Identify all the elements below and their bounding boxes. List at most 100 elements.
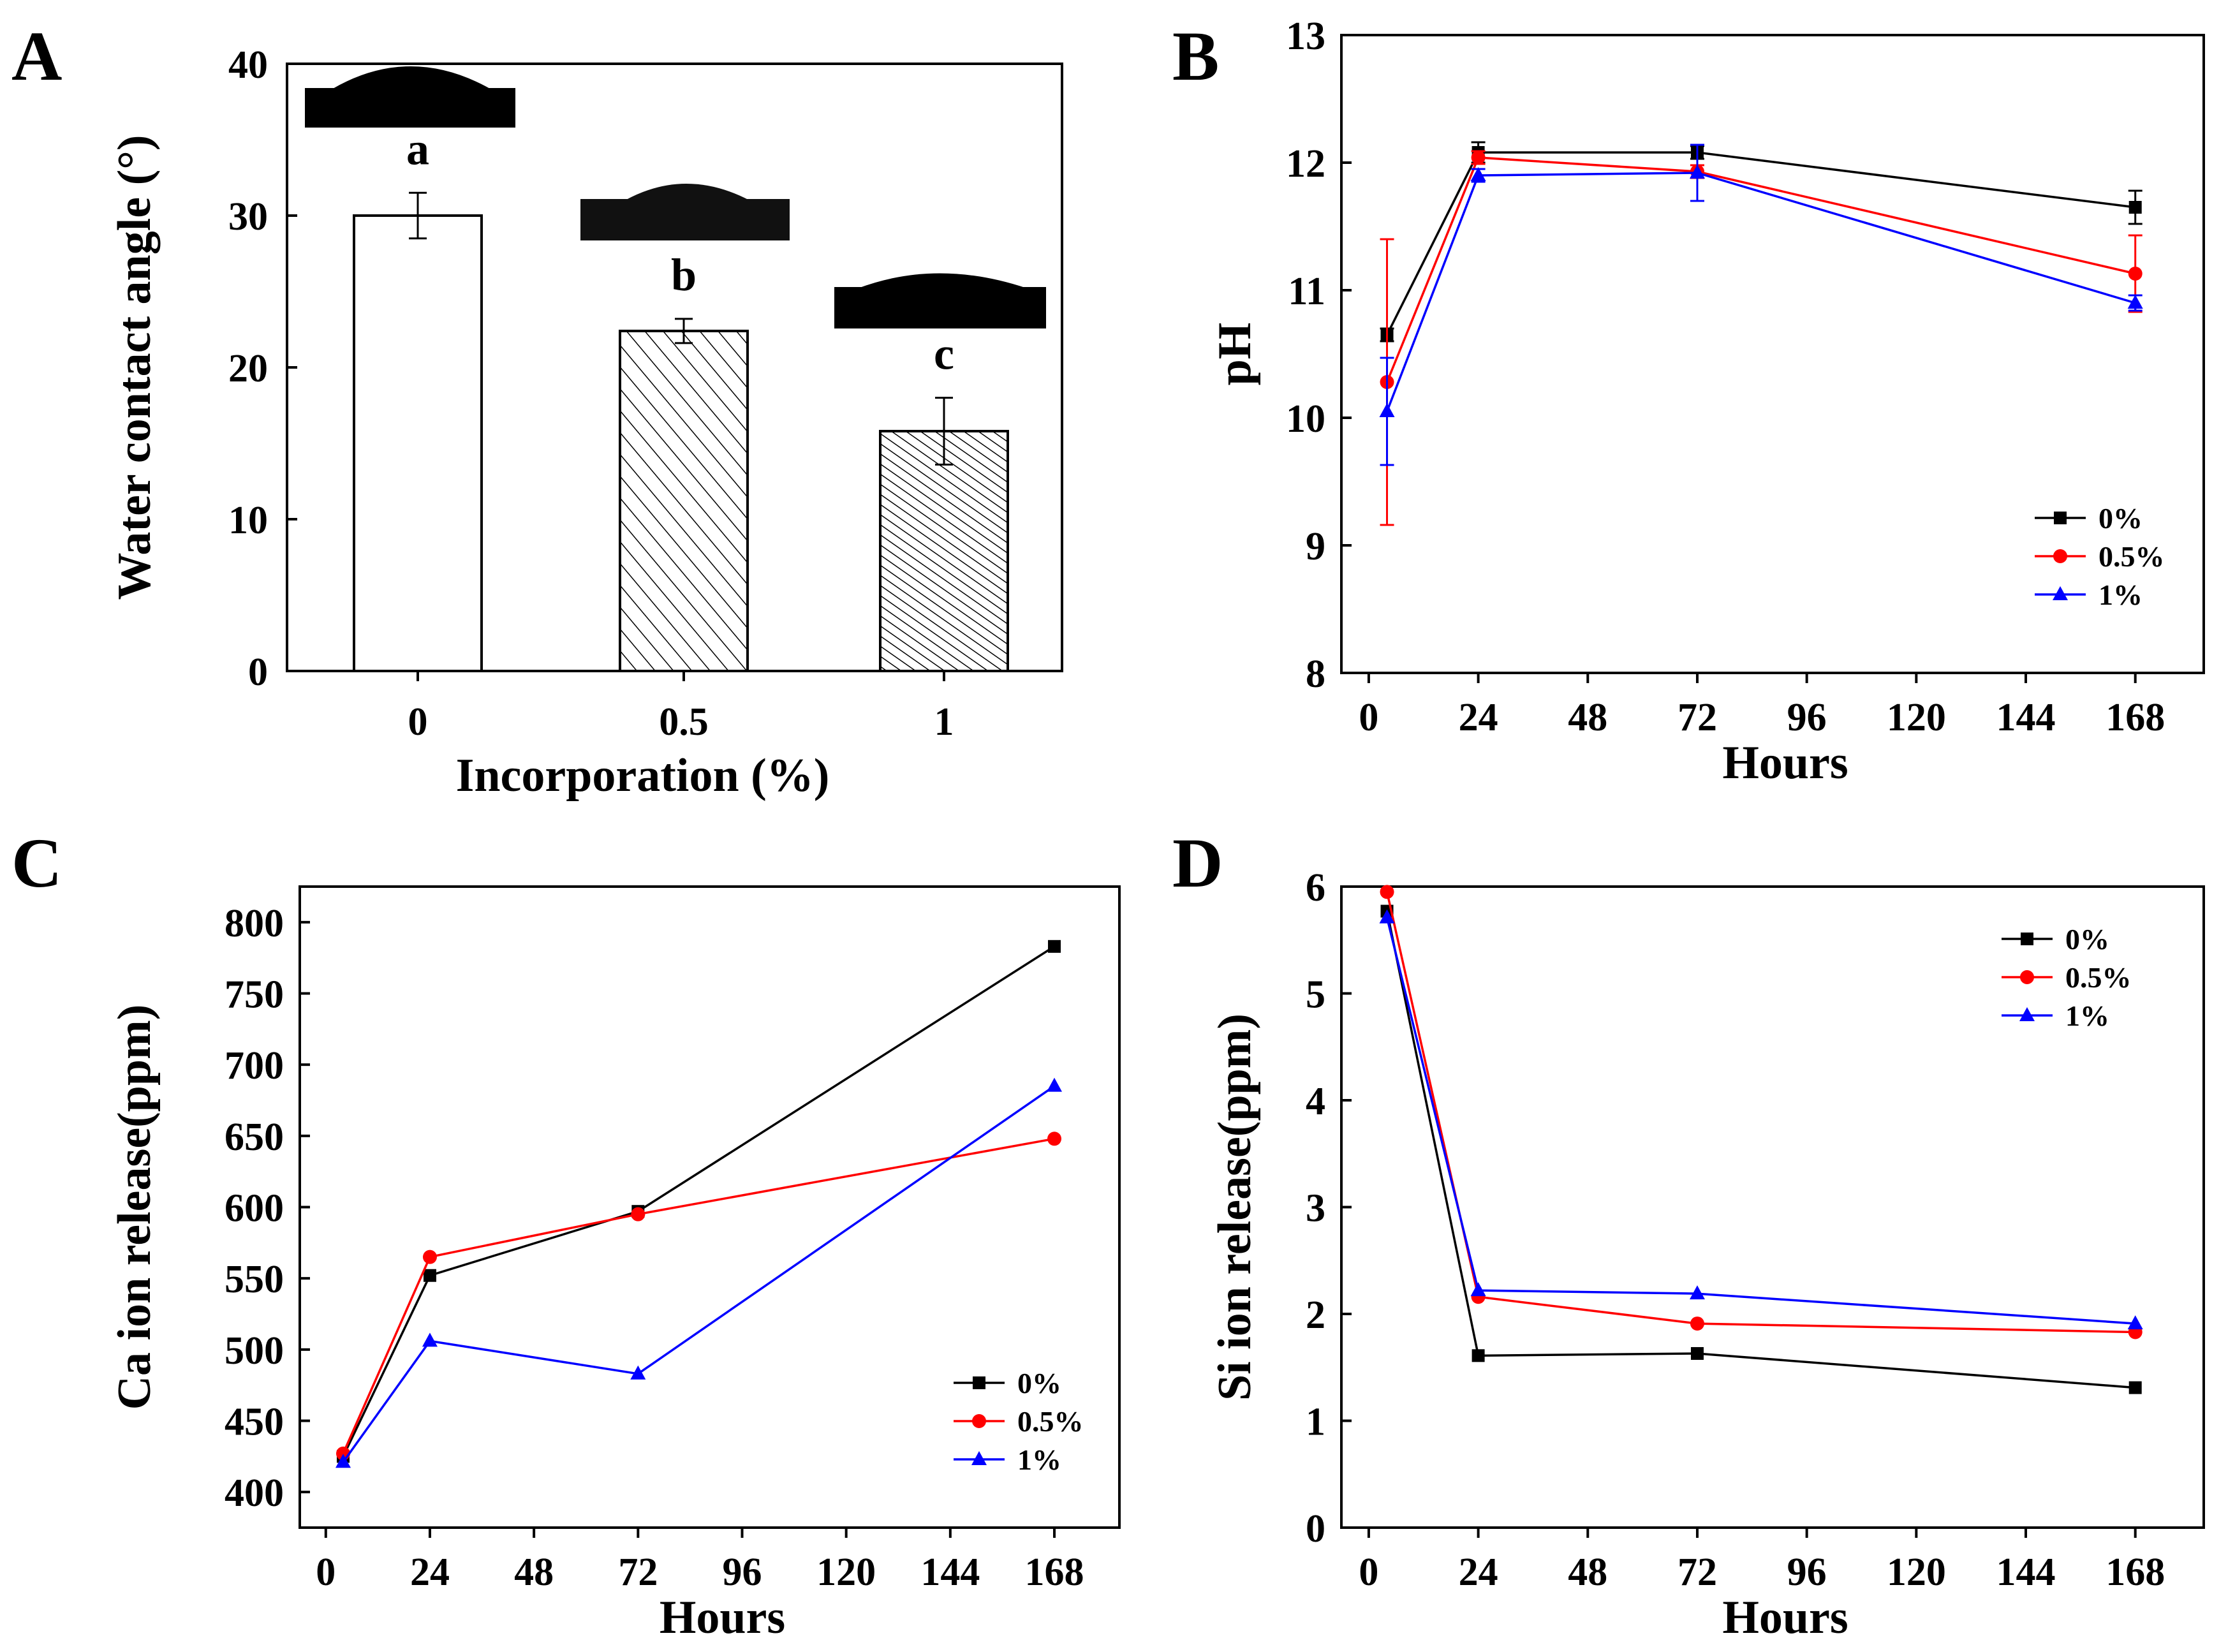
y-tick-label: 650 [225,1116,284,1159]
legend-label-0%: 0% [2065,923,2109,955]
legend: 0% 0.5% 1% [2035,502,2165,611]
y-tick-label: 30 [228,195,268,239]
x-tick-label: 48 [1568,1551,1607,1594]
y-tick-label: 10 [1286,397,1325,441]
x-tick-label: 168 [1025,1551,1084,1594]
data-point-0%-24h [423,1269,436,1282]
series-1% [1379,144,2143,466]
significance-letter-a: a [406,123,429,174]
x-tick-label: 0 [408,700,428,744]
plot-frame [1340,34,2205,674]
x-tick-label: 96 [722,1551,762,1594]
y-axis-title: pH [1209,323,1261,386]
legend-label-1%: 1% [1017,1443,1061,1476]
y-tick-label: 750 [225,973,284,1017]
legend-marker-0.5% [2020,970,2034,984]
legend-marker-0.5% [972,1414,986,1428]
legend: 0% 0.5% 1% [954,1367,1084,1476]
data-point-1%-72h [630,1365,646,1380]
data-point-0%-168h [2128,1381,2142,1394]
data-point-0%-24h [1472,1349,1485,1362]
series-line-0% [342,945,1055,1457]
bar-1 [879,429,1009,673]
data-point-0%-72h [1690,1346,1704,1360]
x-tick-label: 144 [920,1551,980,1594]
data-point-1%-168h [1047,1077,1063,1092]
y-tick-label: 0 [248,651,268,694]
series-line-1% [342,1085,1056,1463]
x-tick-label: 120 [1887,696,1946,739]
y-axis-title: Ca ion release(ppm) [108,1005,161,1410]
data-point-1%-4h [1379,403,1395,417]
bar-0.5 [619,329,749,672]
x-tick-label: 0 [1359,1551,1378,1594]
data-point-1%-24h [1470,167,1486,181]
data-point-0.5%-72h [631,1207,645,1221]
significance-letter-b: b [671,249,697,300]
series-line-0.5% [1385,156,2136,383]
x-tick-label: 72 [618,1551,658,1594]
significance-letter-c: c [934,328,954,380]
data-point-0.5%-168h [2128,267,2143,281]
y-tick-label: 13 [1286,15,1325,58]
legend-marker-1% [2019,1007,2035,1021]
droplet-image-0 [305,66,515,128]
y-tick-label: 5 [1306,973,1325,1017]
data-point-1%-72h [1689,1285,1705,1300]
y-tick-label: 8 [1306,653,1325,696]
y-tick-label: 1 [1306,1401,1325,1444]
series-line-1% [1385,917,2135,1325]
panel-letter-c: C [11,824,62,902]
x-tick-label: 0 [316,1551,336,1594]
y-tick-label: 600 [225,1187,284,1230]
y-tick-label: 12 [1286,142,1325,186]
legend-label-0%: 0% [1017,1367,1061,1399]
legend-label-0.5%: 0.5% [2065,961,2132,994]
y-tick-label: 11 [1288,270,1325,313]
panel-letter-d: D [1172,824,1223,902]
x-tick-label: 24 [1459,1551,1498,1594]
legend-marker-1% [971,1451,987,1465]
data-point-1%-4h [335,1454,351,1468]
x-tick-label: 168 [2106,696,2165,739]
x-axis-title: Hours [1722,1591,1848,1644]
y-tick-label: 6 [1306,866,1325,910]
legend-marker-0% [2021,933,2033,945]
legend-label-1%: 1% [2099,579,2143,611]
legend-marker-0% [973,1376,985,1389]
x-tick-label: 72 [1678,1551,1717,1594]
y-tick-label: 10 [228,499,268,542]
data-point-1%-168h [2127,1315,2143,1330]
x-tick-label: 24 [1459,696,1498,739]
series-0.5% [1380,885,2143,1339]
series-0.5% [1380,150,2143,526]
y-axis-title: Si ion release(ppm) [1209,1014,1261,1401]
y-tick-label: 450 [225,1401,284,1444]
data-point-0%-168h [2128,201,2142,214]
y-tick-label: 700 [225,1044,284,1088]
data-point-0.5%-168h [1047,1132,1062,1146]
legend-label-0%: 0% [2099,502,2143,535]
droplet-image-1 [834,273,1046,328]
y-tick-label: 400 [225,1471,284,1515]
data-point-1%-72h [1689,165,1705,179]
panel-c-ca-release-chart: 400 450 500 550 600 650 700 750 800 0 24 48 72 96 120 1… [108,885,1121,1644]
panel-b-ph-chart: 8 9 10 11 12 13 0 24 48 72 96 120 144 168 Hours pH 0% 0.5… [1209,15,2205,789]
y-tick-label: 40 [228,43,268,87]
legend-label-0.5%: 0.5% [1017,1405,1084,1438]
y-tick-label: 9 [1306,525,1325,568]
y-tick-label: 2 [1306,1294,1325,1337]
panel-letter-a: A [11,17,62,95]
data-point-0.5%-4h [1380,885,1394,899]
series-line-1% [1385,172,2136,412]
x-axis-title: Incorporation (%) [456,749,830,802]
x-tick-label: 168 [2106,1551,2165,1594]
y-tick-label: 500 [225,1329,284,1373]
y-tick-label: 550 [225,1258,284,1301]
data-point-0.5%-24h [1471,151,1486,165]
y-tick-label: 0 [1306,1507,1325,1551]
y-axis-title: Water contact angle (°) [108,135,161,600]
legend-marker-0.5% [2053,549,2067,563]
panel-d-si-release-chart: 0 1 2 3 4 5 6 0 24 48 72 96 120 144 168 Hours Si ion rel… [1209,866,2205,1644]
